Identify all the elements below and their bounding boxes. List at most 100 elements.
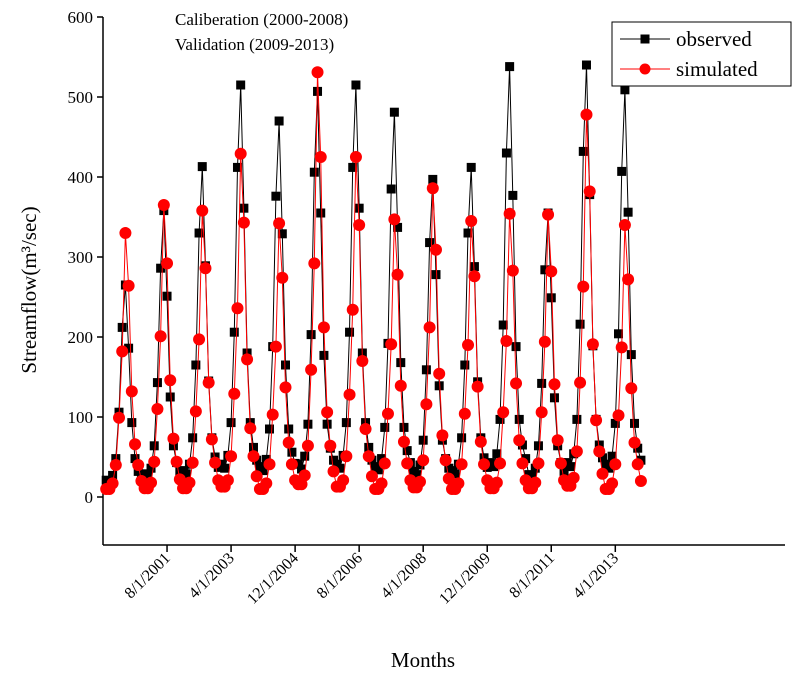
- marker: [417, 454, 430, 467]
- marker: [309, 167, 319, 177]
- marker: [133, 466, 143, 476]
- marker: [394, 379, 407, 392]
- marker: [232, 162, 242, 172]
- marker: [529, 476, 542, 489]
- marker: [479, 453, 489, 463]
- marker: [578, 146, 588, 156]
- marker: [412, 470, 422, 480]
- marker: [264, 424, 274, 434]
- x-tick-label: 4/1/2008: [378, 550, 430, 602]
- marker: [349, 151, 362, 163]
- marker: [421, 365, 431, 375]
- marker: [282, 436, 295, 449]
- marker: [577, 280, 590, 293]
- marker: [433, 367, 446, 380]
- marker: [559, 466, 569, 476]
- marker: [226, 418, 236, 428]
- y-tick-label: 200: [68, 328, 94, 347]
- marker: [617, 166, 627, 176]
- marker: [311, 66, 324, 79]
- marker: [186, 456, 199, 469]
- marker: [306, 330, 316, 340]
- x-tick-label: 8/1/2001: [122, 550, 174, 602]
- marker: [511, 342, 521, 352]
- marker: [317, 321, 330, 334]
- marker: [596, 467, 609, 480]
- marker: [300, 451, 310, 461]
- marker: [106, 477, 119, 490]
- marker: [231, 302, 244, 315]
- marker: [457, 433, 467, 443]
- marker: [373, 465, 383, 475]
- marker: [127, 418, 137, 428]
- marker: [540, 265, 550, 275]
- x-tick-label: 4/1/2003: [186, 550, 238, 602]
- marker: [316, 208, 326, 218]
- marker: [199, 262, 212, 275]
- marker: [202, 376, 215, 389]
- marker: [308, 257, 321, 270]
- marker: [618, 219, 631, 231]
- x-tick-label: 8/1/2011: [506, 550, 558, 602]
- marker: [396, 358, 406, 368]
- marker: [281, 360, 291, 370]
- series-line: [105, 64, 642, 483]
- marker: [572, 414, 582, 424]
- marker: [542, 208, 555, 221]
- y-tick-label: 500: [68, 88, 94, 107]
- marker: [151, 403, 164, 415]
- y-axis-label: Streamflow(m³/sec): [17, 206, 41, 373]
- marker: [343, 388, 356, 401]
- marker: [399, 422, 409, 432]
- marker: [554, 457, 567, 470]
- marker: [164, 374, 177, 387]
- marker: [633, 443, 643, 453]
- marker: [431, 270, 441, 280]
- marker: [630, 418, 640, 428]
- marker: [284, 424, 294, 434]
- marker: [196, 204, 209, 217]
- marker: [170, 455, 183, 468]
- marker: [389, 107, 399, 117]
- marker: [248, 442, 258, 452]
- x-tick-label: 12/1/2004: [244, 550, 302, 608]
- marker: [393, 222, 403, 232]
- marker: [402, 446, 412, 456]
- marker: [225, 450, 238, 463]
- annotation: Caliberation (2000-2008): [175, 10, 348, 29]
- marker: [614, 329, 624, 339]
- marker: [606, 477, 619, 490]
- y-tick-label: 400: [68, 168, 94, 187]
- marker: [146, 463, 156, 473]
- marker: [287, 447, 297, 457]
- marker: [293, 459, 303, 469]
- marker: [620, 85, 630, 95]
- marker: [385, 338, 398, 351]
- marker: [458, 407, 471, 420]
- legend-marker: [640, 34, 650, 44]
- marker: [375, 477, 388, 490]
- marker: [551, 434, 564, 447]
- marker: [250, 470, 263, 483]
- marker: [380, 422, 390, 432]
- x-tick-label: 8/1/2006: [314, 550, 366, 602]
- marker: [532, 457, 545, 470]
- marker: [580, 108, 593, 121]
- marker: [508, 190, 518, 200]
- marker: [533, 441, 543, 451]
- marker: [434, 381, 444, 391]
- marker: [271, 191, 281, 201]
- marker: [156, 263, 166, 273]
- marker: [181, 469, 191, 479]
- marker: [597, 453, 607, 463]
- x-axis-label: Months: [391, 648, 455, 672]
- marker: [546, 293, 556, 303]
- marker: [129, 438, 142, 451]
- marker: [418, 435, 428, 445]
- marker: [149, 441, 159, 451]
- marker: [220, 463, 230, 473]
- marker: [425, 238, 435, 248]
- marker: [583, 185, 596, 198]
- marker: [274, 116, 284, 126]
